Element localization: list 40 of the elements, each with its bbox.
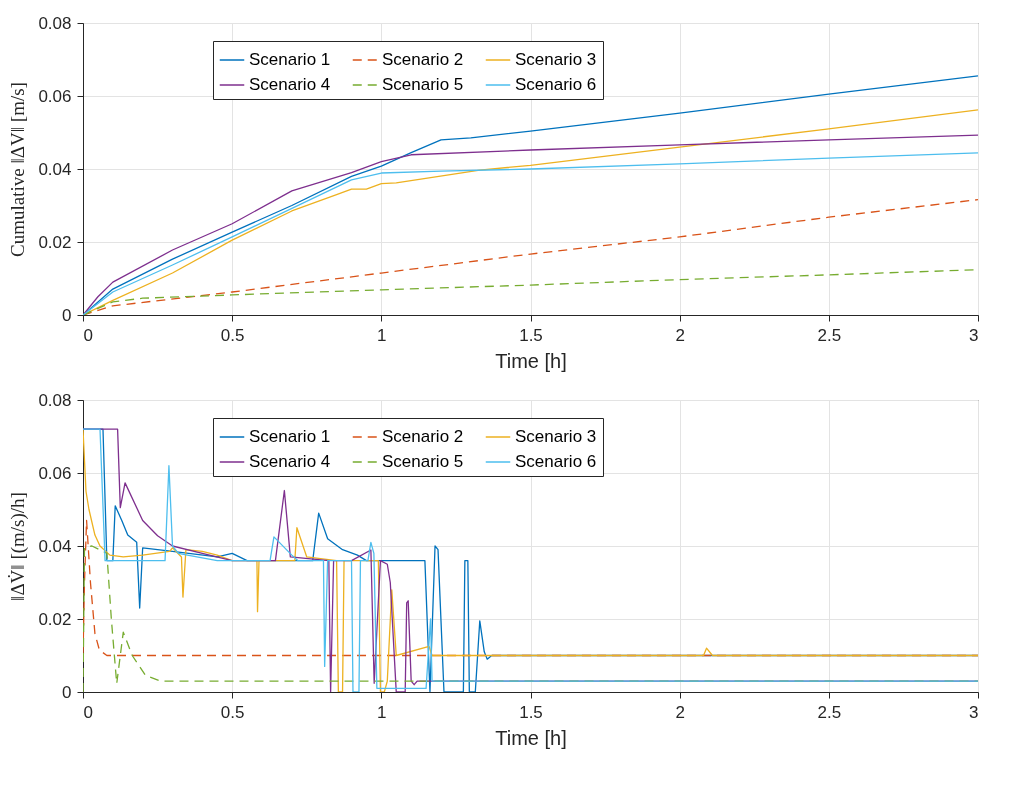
legend-label: Scenario 4 xyxy=(249,452,331,471)
x-axis-title: Time [h] xyxy=(495,349,567,372)
y-tick-label: 0.04 xyxy=(38,536,72,556)
x-tick-label: 2 xyxy=(675,702,685,722)
legend-label: Scenario 3 xyxy=(515,50,597,69)
y-tick-label: 0.04 xyxy=(38,159,72,179)
legend-label: Scenario 5 xyxy=(382,452,464,471)
y-tick-label: 0.08 xyxy=(38,390,72,410)
y-tick-label: 0.02 xyxy=(38,232,72,252)
x-tick-label: 2.5 xyxy=(817,325,842,345)
legend-label: Scenario 6 xyxy=(515,75,597,94)
x-tick-label: 1 xyxy=(377,702,387,722)
legend-label: Scenario 1 xyxy=(249,427,331,446)
x-tick-label: 0 xyxy=(83,702,93,722)
x-tick-label: 3 xyxy=(969,325,979,345)
y-tick-label: 0.06 xyxy=(38,86,72,106)
y-tick-label: 0.08 xyxy=(38,13,72,33)
x-tick-label: 1 xyxy=(377,325,387,345)
legend-label: Scenario 6 xyxy=(515,452,597,471)
legend-label: Scenario 5 xyxy=(382,75,464,94)
legend-label: Scenario 2 xyxy=(382,50,464,69)
x-tick-label: 3 xyxy=(969,702,979,722)
y-axis-title: ‖ΔV̇‖ [(m/s)/h] xyxy=(6,492,30,601)
y-tick-label: 0.06 xyxy=(38,463,72,483)
legend-label: Scenario 4 xyxy=(249,75,331,94)
x-axis-title: Time [h] xyxy=(495,726,567,749)
x-tick-label: 0.5 xyxy=(220,325,245,345)
legend-label: Scenario 2 xyxy=(382,427,464,446)
x-tick-label: 1.5 xyxy=(519,325,543,345)
x-tick-label: 0 xyxy=(83,325,93,345)
x-tick-label: 0.5 xyxy=(220,702,245,722)
x-tick-label: 2 xyxy=(675,325,685,345)
legend-label: Scenario 1 xyxy=(249,50,331,69)
y-tick-label: 0.02 xyxy=(38,609,72,629)
legend-label: Scenario 3 xyxy=(515,427,597,446)
y-tick-label: 0 xyxy=(62,682,72,702)
x-tick-label: 2.5 xyxy=(817,702,842,722)
y-axis-title: Cumulative ‖ΔV‖ [m/s] xyxy=(7,82,29,257)
x-tick-label: 1.5 xyxy=(519,702,543,722)
y-tick-label: 0 xyxy=(62,305,72,325)
